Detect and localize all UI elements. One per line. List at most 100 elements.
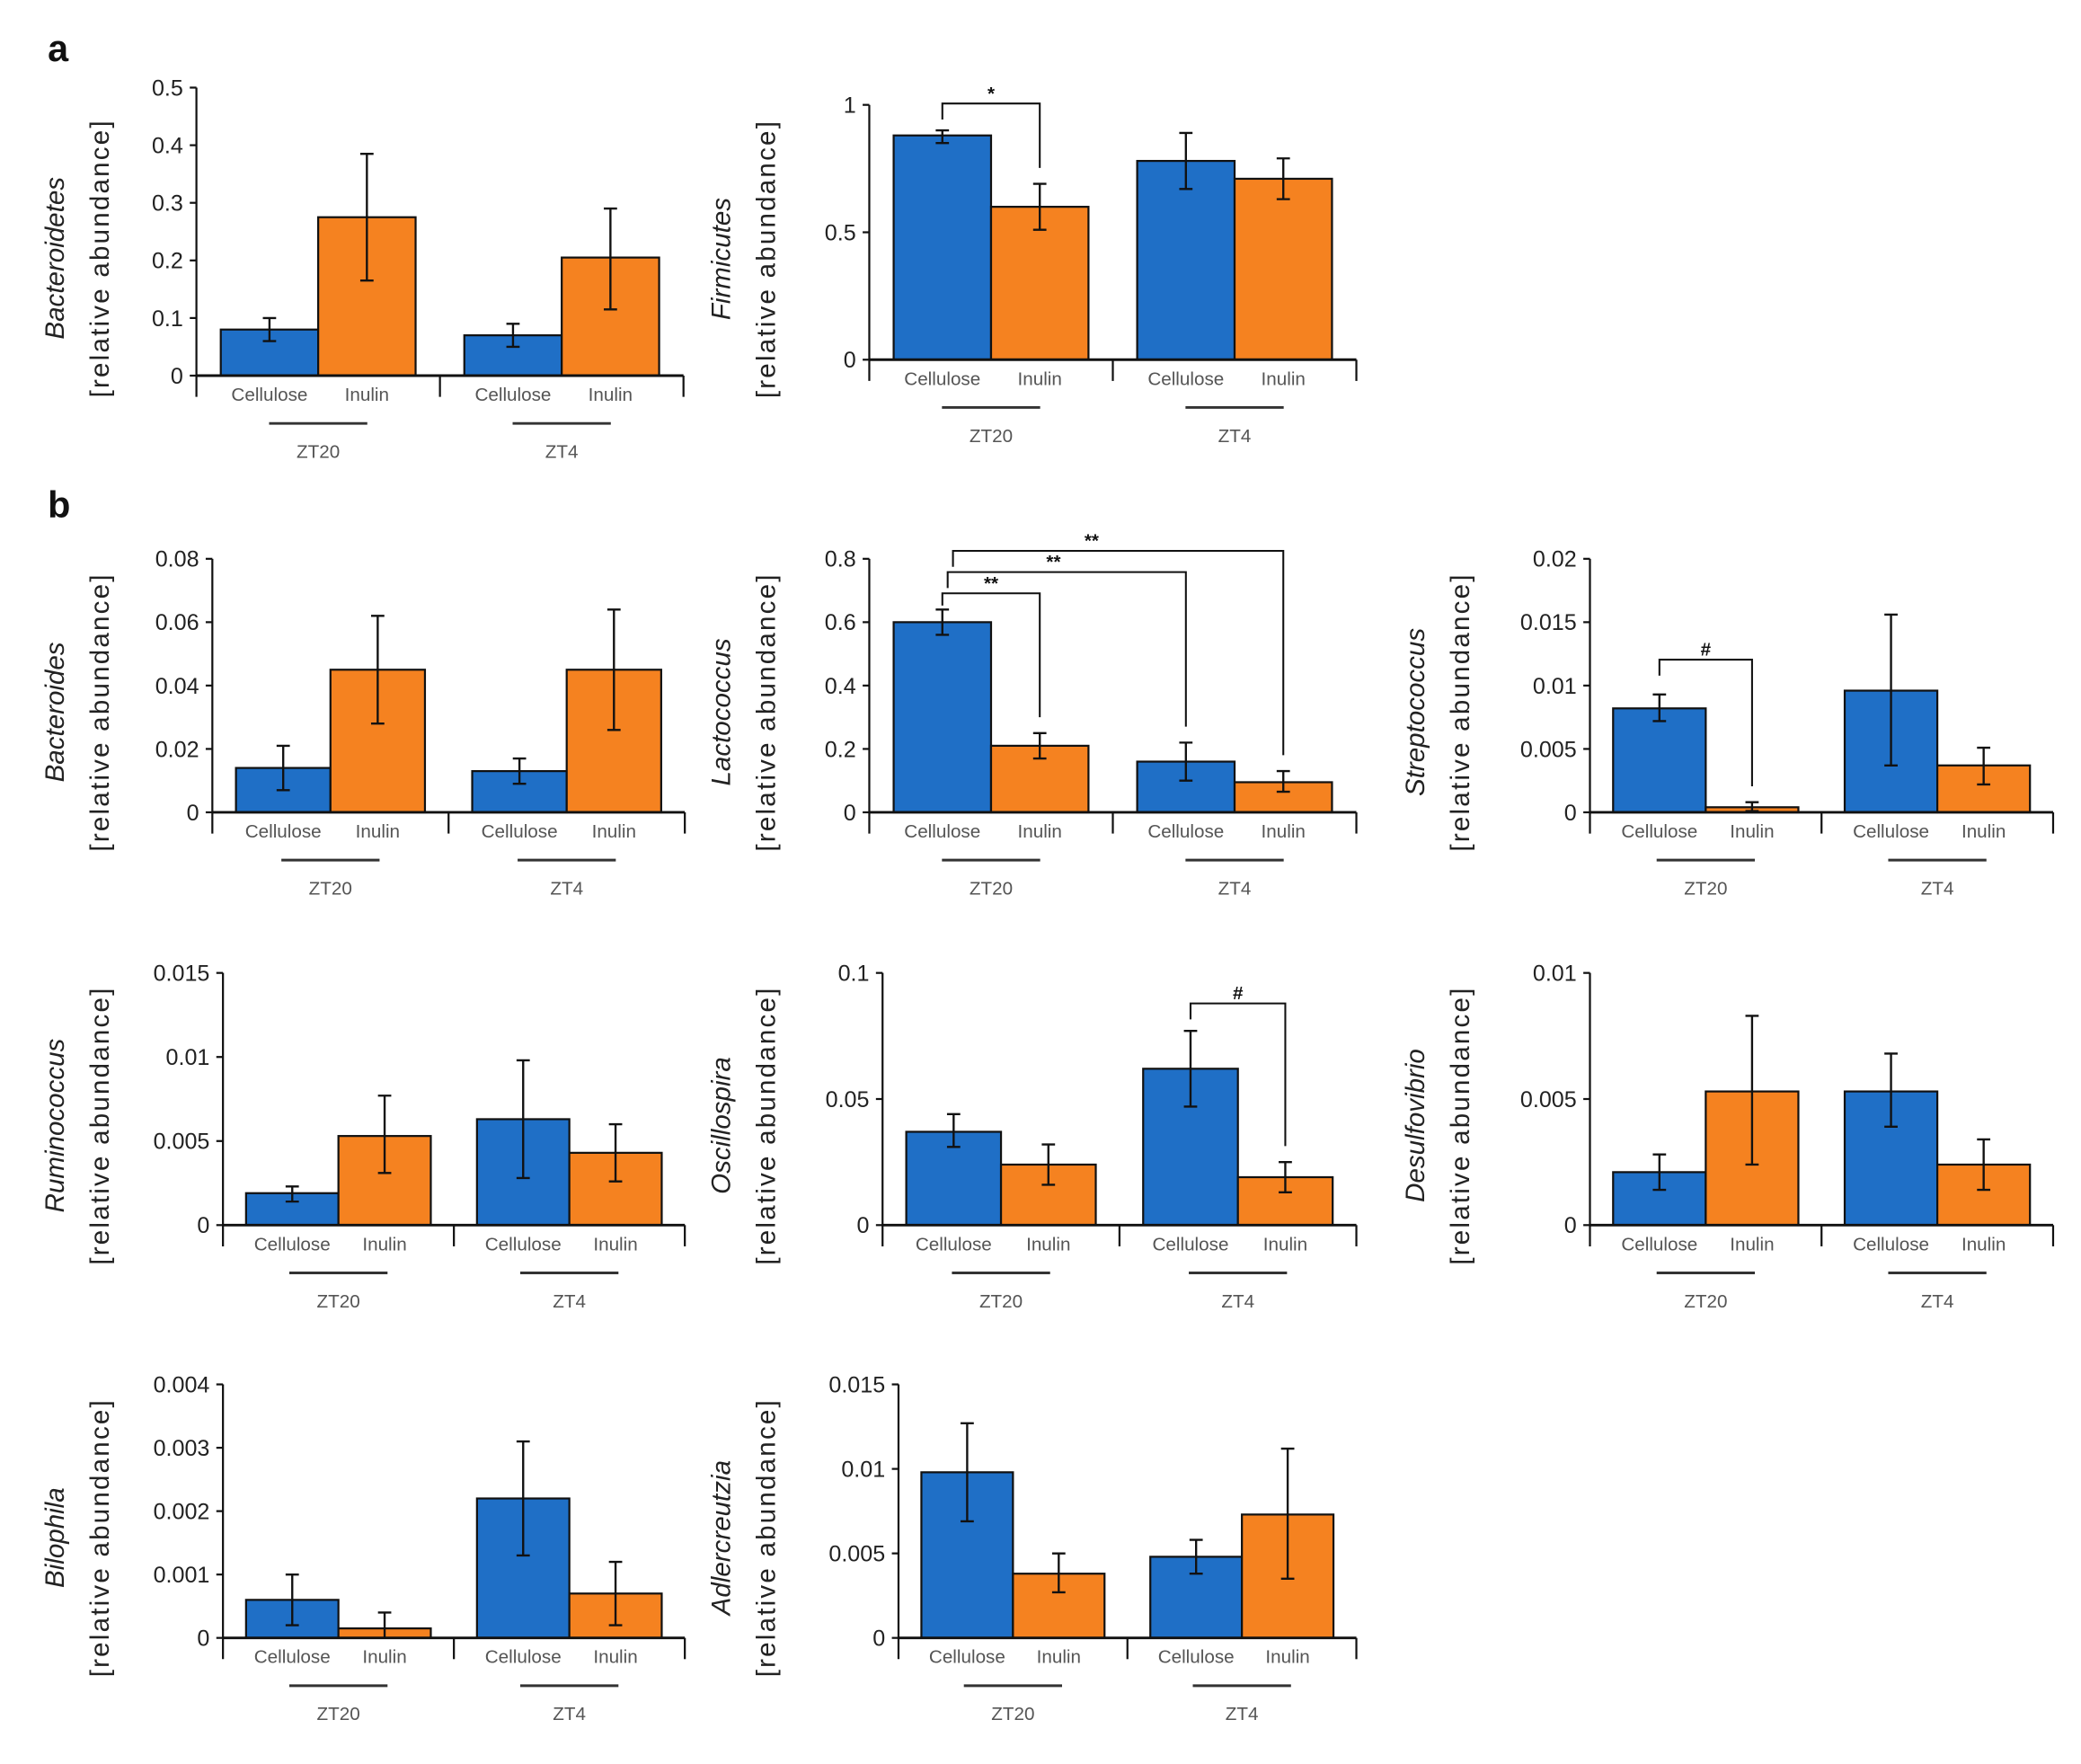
y-tick-label: 0.1 [152, 306, 183, 332]
error-bar [1652, 693, 1667, 722]
x-category-label: Inulin [1961, 821, 2006, 842]
y-axis-genus-label: Lactococcus [706, 638, 736, 785]
x-category-label: Cellulose [1152, 1234, 1228, 1254]
y-tick-label: 0.001 [154, 1563, 210, 1588]
significance-bracket [1658, 659, 1753, 786]
chart-adlercreutzia: 0 0.005 0.01 0.015 Adlercreutzia [relative ab… [706, 1372, 1358, 1724]
y-axis-genus-label: Bilophila [40, 1487, 70, 1588]
y-axis-label: [relative abundance] [752, 1398, 782, 1677]
error-bar [1276, 157, 1290, 200]
x-category-label: Inulin [1262, 821, 1306, 842]
significance-label: ** [1085, 531, 1100, 552]
error-bar [961, 1422, 974, 1523]
group-label-zt4: ZT4 [1221, 1291, 1254, 1312]
x-category-label: Cellulose [482, 821, 558, 842]
group-label-zt4: ZT4 [1921, 879, 1954, 900]
x-category-label: Inulin [592, 821, 636, 842]
error-bar [359, 153, 374, 282]
y-axis-genus-label: Bacteroides [40, 642, 70, 782]
error-bar [1189, 1538, 1203, 1575]
error-bar [512, 757, 527, 785]
x-category-label: Inulin [1037, 1647, 1081, 1668]
x-category-label: Inulin [1017, 368, 1061, 389]
group-label-zt20: ZT20 [970, 879, 1013, 900]
y-tick-label: 0.005 [1520, 737, 1577, 762]
error-bar [607, 608, 621, 731]
y-axis-label: [relative abundance] [752, 120, 782, 398]
x-category-label: Inulin [362, 1234, 406, 1254]
x-category-label: Cellulose [1853, 1234, 1929, 1254]
error-bar [946, 1112, 961, 1148]
y-tick-label: 0.04 [155, 674, 199, 699]
error-bar [1280, 1447, 1295, 1581]
error-bar [1051, 1552, 1066, 1594]
error-bar [1041, 1143, 1056, 1186]
group-label-zt20: ZT20 [317, 1704, 360, 1724]
group-label-zt4: ZT4 [1218, 426, 1252, 447]
y-tick-label: 0 [1564, 801, 1577, 826]
y-tick-label: 0 [844, 801, 856, 826]
panel-label-a: a [48, 28, 69, 69]
significance-bracket [946, 571, 1187, 727]
error-bar [262, 316, 277, 342]
x-category-label: Inulin [1730, 821, 1774, 842]
y-tick-label: 0.015 [1520, 610, 1577, 635]
x-category-label: Inulin [1263, 1234, 1307, 1254]
x-category-label: Cellulose [254, 1234, 331, 1254]
error-bar [516, 1440, 530, 1557]
x-category-label: Inulin [1265, 1647, 1309, 1668]
y-axis-genus-label: Streptococcus [1401, 628, 1430, 796]
y-tick-label: 0.005 [828, 1541, 885, 1566]
y-tick-label: 0 [171, 364, 183, 389]
significance-label: ** [1046, 552, 1061, 572]
error-bar [1977, 1138, 1991, 1192]
error-bar [1179, 741, 1193, 782]
chart-bacteroidetes: 0 0.1 0.2 0.3 0.4 0.5 Bacteroidetes [relative a… [40, 75, 685, 463]
y-tick-label: 0.01 [1533, 962, 1577, 987]
y-tick-label: 0 [872, 1627, 885, 1652]
x-category-label: Cellulose [1621, 821, 1697, 842]
x-category-label: Cellulose [474, 385, 551, 405]
x-category-label: Cellulose [245, 821, 322, 842]
y-tick-label: 0 [856, 1213, 869, 1238]
chart-streptococcus: 0 0.005 0.01 0.015 0.02 Streptococcus [relativ… [1401, 547, 2055, 900]
error-bar [1884, 1052, 1898, 1129]
y-tick-label: 0.08 [155, 547, 199, 572]
y-axis-label: [relative abundance] [85, 572, 115, 851]
chart-bilophila: 0 0.001 0.002 0.003 0.004 Bilophila [relative … [40, 1372, 686, 1724]
group-label-zt20: ZT20 [979, 1291, 1023, 1312]
x-category-label: Cellulose [916, 1234, 992, 1254]
group-label-zt20: ZT20 [1684, 1291, 1727, 1312]
group-label-zt20: ZT20 [297, 442, 340, 463]
chart-bacteroides: 0 0.02 0.04 0.06 0.08 Bacteroides [relative ab… [40, 547, 686, 900]
y-axis-label: [relative abundance] [1446, 572, 1475, 851]
y-tick-label: 0 [844, 348, 856, 373]
significance-label: ** [984, 573, 999, 594]
y-tick-label: 0.01 [1533, 674, 1577, 699]
y-tick-label: 0.015 [828, 1372, 885, 1397]
error-bar [377, 1095, 392, 1175]
error-bar [1179, 131, 1193, 191]
y-axis-genus-label: Bacteroidetes [40, 177, 70, 340]
x-category-label: Cellulose [904, 821, 980, 842]
panel-label-b: b [48, 484, 70, 526]
y-tick-label: 0.01 [166, 1045, 210, 1070]
error-bar [603, 207, 617, 311]
error-bar [1279, 1160, 1292, 1194]
x-category-label: Cellulose [904, 368, 980, 389]
error-bar [608, 1560, 623, 1627]
error-bar [1032, 731, 1047, 760]
significance-bracket [952, 549, 1285, 756]
significance-bracket [941, 102, 1041, 168]
bar-cellulose-zt4 [1136, 159, 1236, 361]
y-axis-genus-label: Desulfovibrio [1401, 1049, 1430, 1202]
y-axis-label: [relative abundance] [85, 986, 115, 1264]
error-bar [276, 744, 290, 792]
error-bar [1183, 1030, 1198, 1108]
y-tick-label: 0.005 [1520, 1087, 1577, 1112]
group-label-zt4: ZT4 [1921, 1291, 1954, 1312]
significance-label: * [987, 84, 996, 104]
error-bar [935, 129, 950, 145]
y-tick-label: 0.6 [825, 610, 856, 635]
